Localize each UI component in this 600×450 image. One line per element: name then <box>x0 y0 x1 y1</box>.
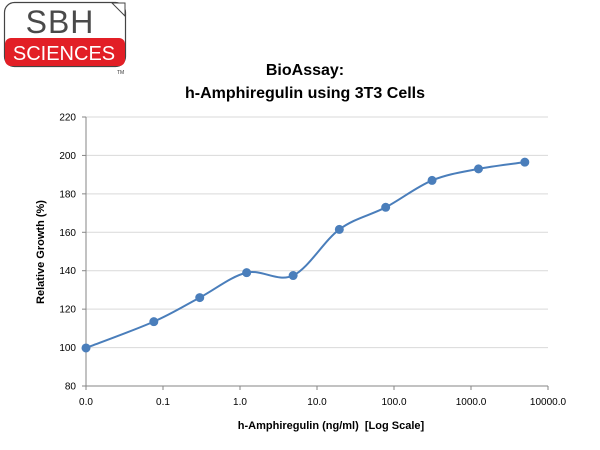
y-tick-label: 200 <box>59 151 76 162</box>
y-tick-label: 160 <box>59 228 76 239</box>
logo-red-band <box>5 38 125 66</box>
y-tick-label: 80 <box>65 382 77 393</box>
sbh-sciences-logo: SBH SCIENCES TM <box>3 1 127 76</box>
x-tick-labels: 0.0 0.1 1.0 10.0 100.0 1000.0 10000.0 <box>79 397 566 408</box>
x-tick-label: 100.0 <box>381 397 406 408</box>
x-tick-label: 10000.0 <box>530 397 567 408</box>
data-series <box>81 157 530 353</box>
data-point <box>149 317 159 327</box>
logo-sciences-text: SCIENCES <box>13 43 115 65</box>
y-tick-label: 220 <box>59 113 76 124</box>
x-axis-title: h-Amphiregulin (ng/ml) [Log Scale] <box>238 420 425 432</box>
data-point <box>81 343 91 353</box>
data-point <box>520 157 530 167</box>
data-point <box>195 293 205 303</box>
x-tick-label: 10.0 <box>307 397 327 408</box>
x-tick-label: 0.1 <box>156 397 170 408</box>
logo-corner-notch <box>110 2 126 18</box>
logo-trademark: TM <box>117 70 124 76</box>
x-tick-label: 0.0 <box>79 397 93 408</box>
logo-sbh-text: SBH <box>26 4 95 40</box>
x-tick-label: 1000.0 <box>456 397 487 408</box>
series-line <box>85 161 525 349</box>
y-tick-label: 180 <box>59 189 76 200</box>
data-point <box>334 224 344 234</box>
data-point <box>381 202 391 212</box>
chart-title-line-1: BioAssay: <box>266 62 344 79</box>
gridlines <box>82 116 549 390</box>
x-tick-label: 1.0 <box>233 397 247 408</box>
y-tick-labels: 80 100 120 140 160 180 200 220 <box>59 113 76 393</box>
data-point <box>473 164 483 174</box>
chart-title-line-2: h-Amphiregulin using 3T3 Cells <box>185 85 425 102</box>
y-tick-label: 140 <box>59 266 76 277</box>
axes <box>85 117 548 387</box>
data-point <box>427 175 437 185</box>
y-tick-label: 120 <box>59 305 76 316</box>
data-point <box>242 268 252 278</box>
data-point <box>288 271 298 281</box>
y-axis-title: Relative Growth (%) <box>35 200 47 304</box>
y-tick-label: 100 <box>59 343 76 354</box>
